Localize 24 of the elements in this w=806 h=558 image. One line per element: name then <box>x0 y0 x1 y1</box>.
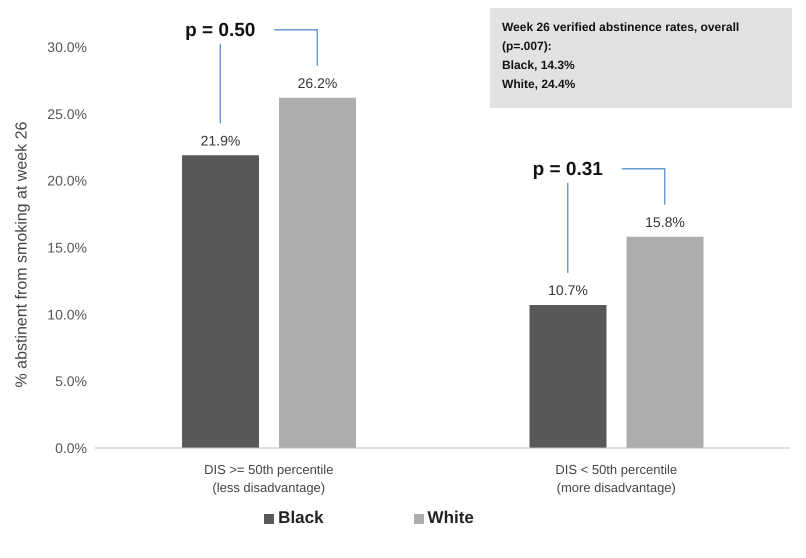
data-label: 10.7% <box>548 282 588 298</box>
y-tick-label: 30.0% <box>47 38 87 55</box>
data-label: 21.9% <box>200 132 240 148</box>
y-tick-label: 5.0% <box>55 373 87 390</box>
data-label: 26.2% <box>298 74 338 91</box>
x-tick-label: DIS >= 50th percentile (less disadvantage) <box>204 462 334 495</box>
legend-label: Black <box>278 508 324 527</box>
text: p = 0.50 <box>185 20 256 41</box>
bar <box>626 236 704 448</box>
bar <box>530 304 606 448</box>
y-tick-label: 10.0% <box>47 306 87 322</box>
y-tick-label: 25.0% <box>47 106 87 122</box>
y-tick-label: 20.0% <box>47 172 87 189</box>
data-label: 15.8% <box>645 214 685 230</box>
note-box: Week 26 verified abstinence rates, overall (p=.007): Black, 14.3% White, 24.4% <box>490 8 792 108</box>
y-tick-label: 15.0% <box>47 239 87 256</box>
x-tick-label: DIS < 50th percentile (more disadvantage) <box>555 462 678 495</box>
bar <box>182 155 259 448</box>
bar <box>279 98 356 448</box>
y-tick-label: 0.0% <box>55 440 87 456</box>
y-axis-title: % abstinent from smoking at week 26 <box>14 121 31 388</box>
annotation: Week 26 verified abstinence rates, overall (p=.007): Black, 14.3% White, 24.4% <box>502 19 740 93</box>
annotation: p = 0.31 <box>532 158 604 180</box>
legend-label: White <box>428 508 474 527</box>
